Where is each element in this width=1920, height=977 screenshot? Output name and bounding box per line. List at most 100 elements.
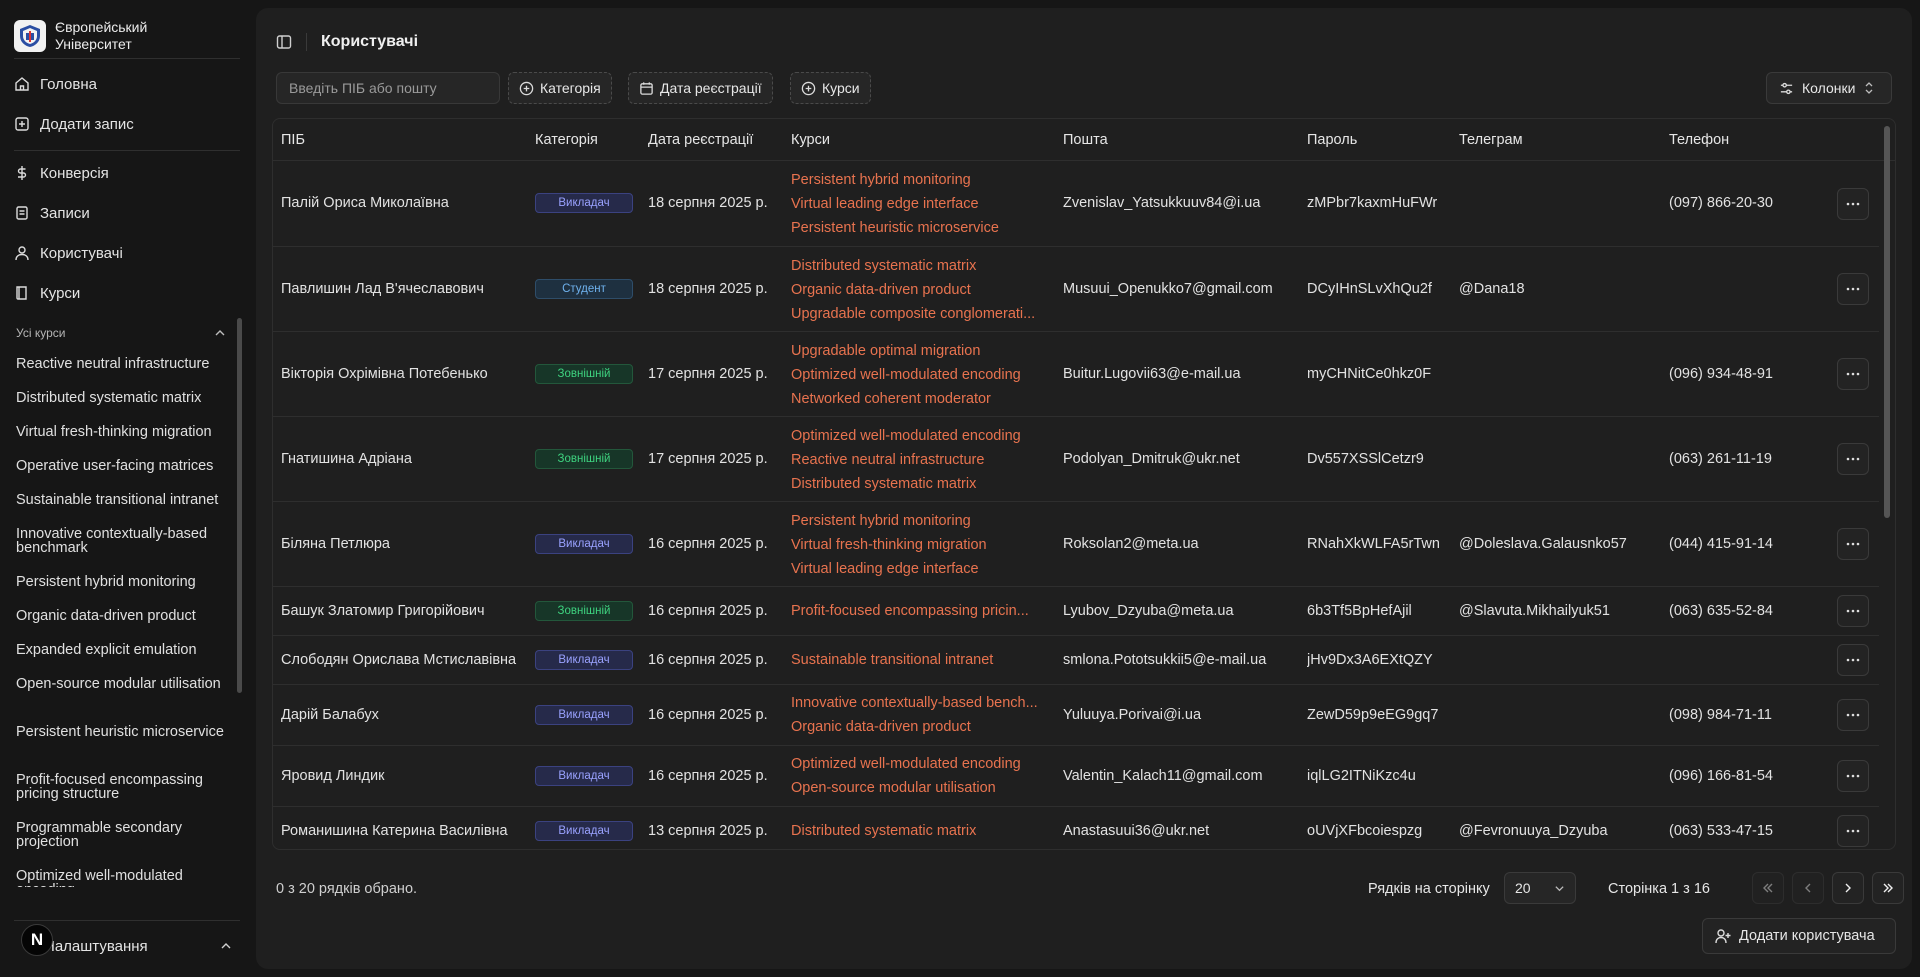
add-user-button[interactable]: Додати користувача [1702,918,1896,954]
table-row[interactable]: Біляна Петлюра Викладач 16 серпня 2025 р… [273,502,1879,587]
table-scrollbar[interactable] [1884,126,1890,518]
column-header-email[interactable]: Пошта [1063,132,1108,148]
row-actions-button[interactable] [1837,358,1869,390]
course-link[interactable]: Distributed systematic matrix [791,476,977,492]
table-row[interactable]: Дарій Балабух Викладач 16 серпня 2025 р.… [273,685,1879,746]
search-input[interactable] [276,72,500,104]
first-page-button[interactable] [1752,872,1784,904]
courses-group-toggle[interactable]: Усі курси [16,322,226,344]
cell-password: iqlLG2ITNiKzc4u [1307,768,1416,784]
course-link[interactable]: Persistent heuristic microservice [791,220,999,236]
course-link[interactable]: Organic data-driven product [791,719,971,735]
course-item[interactable]: Persistent hybrid monitoring [16,574,196,590]
course-item[interactable]: Organic data-driven product [16,608,196,624]
table-row[interactable]: Павлишин Лад В'ячеславович Студент 18 се… [273,247,1879,332]
column-header-name[interactable]: ПІБ [281,132,305,148]
sidebar-scrollbar[interactable] [237,318,242,693]
page-header: Користувачі [276,30,418,54]
cell-password: zMPbr7kaxmHuFWr [1307,195,1438,211]
course-link[interactable]: Reactive neutral infrastructure [791,452,985,468]
table-row[interactable]: Гнатишина Адріана Зовнішній 17 серпня 20… [273,417,1879,502]
table-row[interactable]: Башук Златомир Григорійович Зовнішній 16… [273,587,1879,636]
sidebar-item-users[interactable]: Користувачі [14,238,240,268]
course-link[interactable]: Virtual leading edge interface [791,196,979,212]
rows-per-page-select[interactable]: 20 [1504,872,1576,904]
sidebar-divider [14,150,240,151]
table-row[interactable]: Вікторія Охрімівна Потебенько Зовнішній … [273,332,1879,417]
brand[interactable]: Європейський Університет [14,14,242,58]
cell-password: jHv9Dx3A6EXtQZY [1307,652,1433,668]
sidebar-item-courses[interactable]: Курси [14,278,240,308]
row-actions-button[interactable] [1837,644,1869,676]
sidebar-item-home[interactable]: Головна [14,69,240,99]
row-actions-button[interactable] [1837,595,1869,627]
course-link[interactable]: Profit-focused encompassing pricin... [791,603,1029,619]
users-table: ПІБ Категорія Дата реєстрації Курси Пошт… [272,118,1896,850]
sidebar-item-conversion[interactable]: Конверсія [14,158,240,188]
course-link[interactable]: Optimized well-modulated encoding [791,756,1021,772]
course-item[interactable]: Persistent heuristic microservice [16,724,224,740]
cell-name: Яровид Линдик [281,768,385,784]
course-item[interactable]: Sustainable transitional intranet [16,492,219,508]
column-header-date[interactable]: Дата реєстрації [648,132,754,148]
cell-name: Гнатишина Адріана [281,451,412,467]
row-actions-button[interactable] [1837,699,1869,731]
course-item[interactable]: Open-source modular utilisation [16,676,221,692]
cell-password: Dv557XSSlCetzr9 [1307,451,1424,467]
course-link[interactable]: Upgradable optimal migration [791,343,981,359]
column-header-courses[interactable]: Курси [791,132,830,148]
table-row[interactable]: Палій Ориса Миколаївна Викладач 18 серпн… [273,161,1879,247]
row-actions-button[interactable] [1837,815,1869,847]
avatar[interactable]: N [21,924,53,956]
course-link[interactable]: Sustainable transitional intranet [791,652,994,668]
columns-button[interactable]: Колонки [1766,72,1892,104]
course-link[interactable]: Optimized well-modulated encoding [791,367,1021,383]
column-header-telegram[interactable]: Телеграм [1459,132,1523,148]
course-item[interactable]: Distributed systematic matrix [16,390,202,406]
course-link[interactable]: Virtual leading edge interface [791,561,979,577]
course-link[interactable]: Distributed systematic matrix [791,258,977,274]
course-link[interactable]: Networked coherent moderator [791,391,991,407]
course-item[interactable]: Profit-focused encompassing pricing stru… [16,772,203,802]
course-item[interactable]: Innovative contextually-based benchmark [16,526,208,556]
row-actions-button[interactable] [1837,528,1869,560]
table-row[interactable]: Яровид Линдик Викладач 16 серпня 2025 р.… [273,746,1879,807]
filter-date-button[interactable]: Дата реєстрації [628,72,773,104]
row-actions-button[interactable] [1837,760,1869,792]
row-actions-button[interactable] [1837,273,1869,305]
course-link[interactable]: Organic data-driven product [791,282,971,298]
sidebar-item-records[interactable]: Записи [14,198,240,228]
column-header-category[interactable]: Категорія [535,132,598,148]
course-link[interactable]: Persistent hybrid monitoring [791,513,971,529]
column-header-phone[interactable]: Телефон [1669,132,1730,148]
table-row[interactable]: Слободян Орислава Мстиславівна Викладач … [273,636,1879,685]
cell-date: 16 серпня 2025 р. [648,768,768,784]
sidebar-item-label: Додати запис [40,115,134,133]
course-link[interactable]: Optimized well-modulated encoding [791,428,1021,444]
course-link[interactable]: Persistent hybrid monitoring [791,172,971,188]
filter-courses-button[interactable]: Курси [790,72,871,104]
course-link[interactable]: Virtual fresh-thinking migration [791,537,987,553]
course-link[interactable]: Open-source modular utilisation [791,780,996,796]
course-link[interactable]: Distributed systematic matrix [791,823,977,839]
sidebar-toggle-icon[interactable] [276,34,292,50]
column-header-password[interactable]: Пароль [1307,132,1358,148]
table-row[interactable]: Романишина Катерина Василівна Викладач 1… [273,807,1879,849]
row-actions-button[interactable] [1837,443,1869,475]
sidebar-item-add-record[interactable]: Додати запис [14,109,240,139]
course-item[interactable]: Reactive neutral infrastructure [16,356,210,372]
filter-category-button[interactable]: Категорія [508,72,612,104]
course-item[interactable]: Virtual fresh-thinking migration [16,424,212,440]
row-actions-button[interactable] [1837,188,1869,220]
course-item[interactable]: Programmable secondary projection [16,820,183,850]
course-item[interactable]: Operative user-facing matrices [16,458,214,474]
course-link[interactable]: Innovative contextually-based bench... [791,695,1038,711]
last-page-button[interactable] [1872,872,1904,904]
course-item[interactable]: Expanded explicit emulation [16,642,197,658]
course-link[interactable]: Upgradable composite conglomerati... [791,306,1036,322]
settings-toggle[interactable]: Налаштування [14,930,240,962]
prev-page-button[interactable] [1792,872,1824,904]
cell-date: 17 серпня 2025 р. [648,451,768,467]
course-item[interactable]: Optimized well-modulated encoding [16,868,183,887]
next-page-button[interactable] [1832,872,1864,904]
